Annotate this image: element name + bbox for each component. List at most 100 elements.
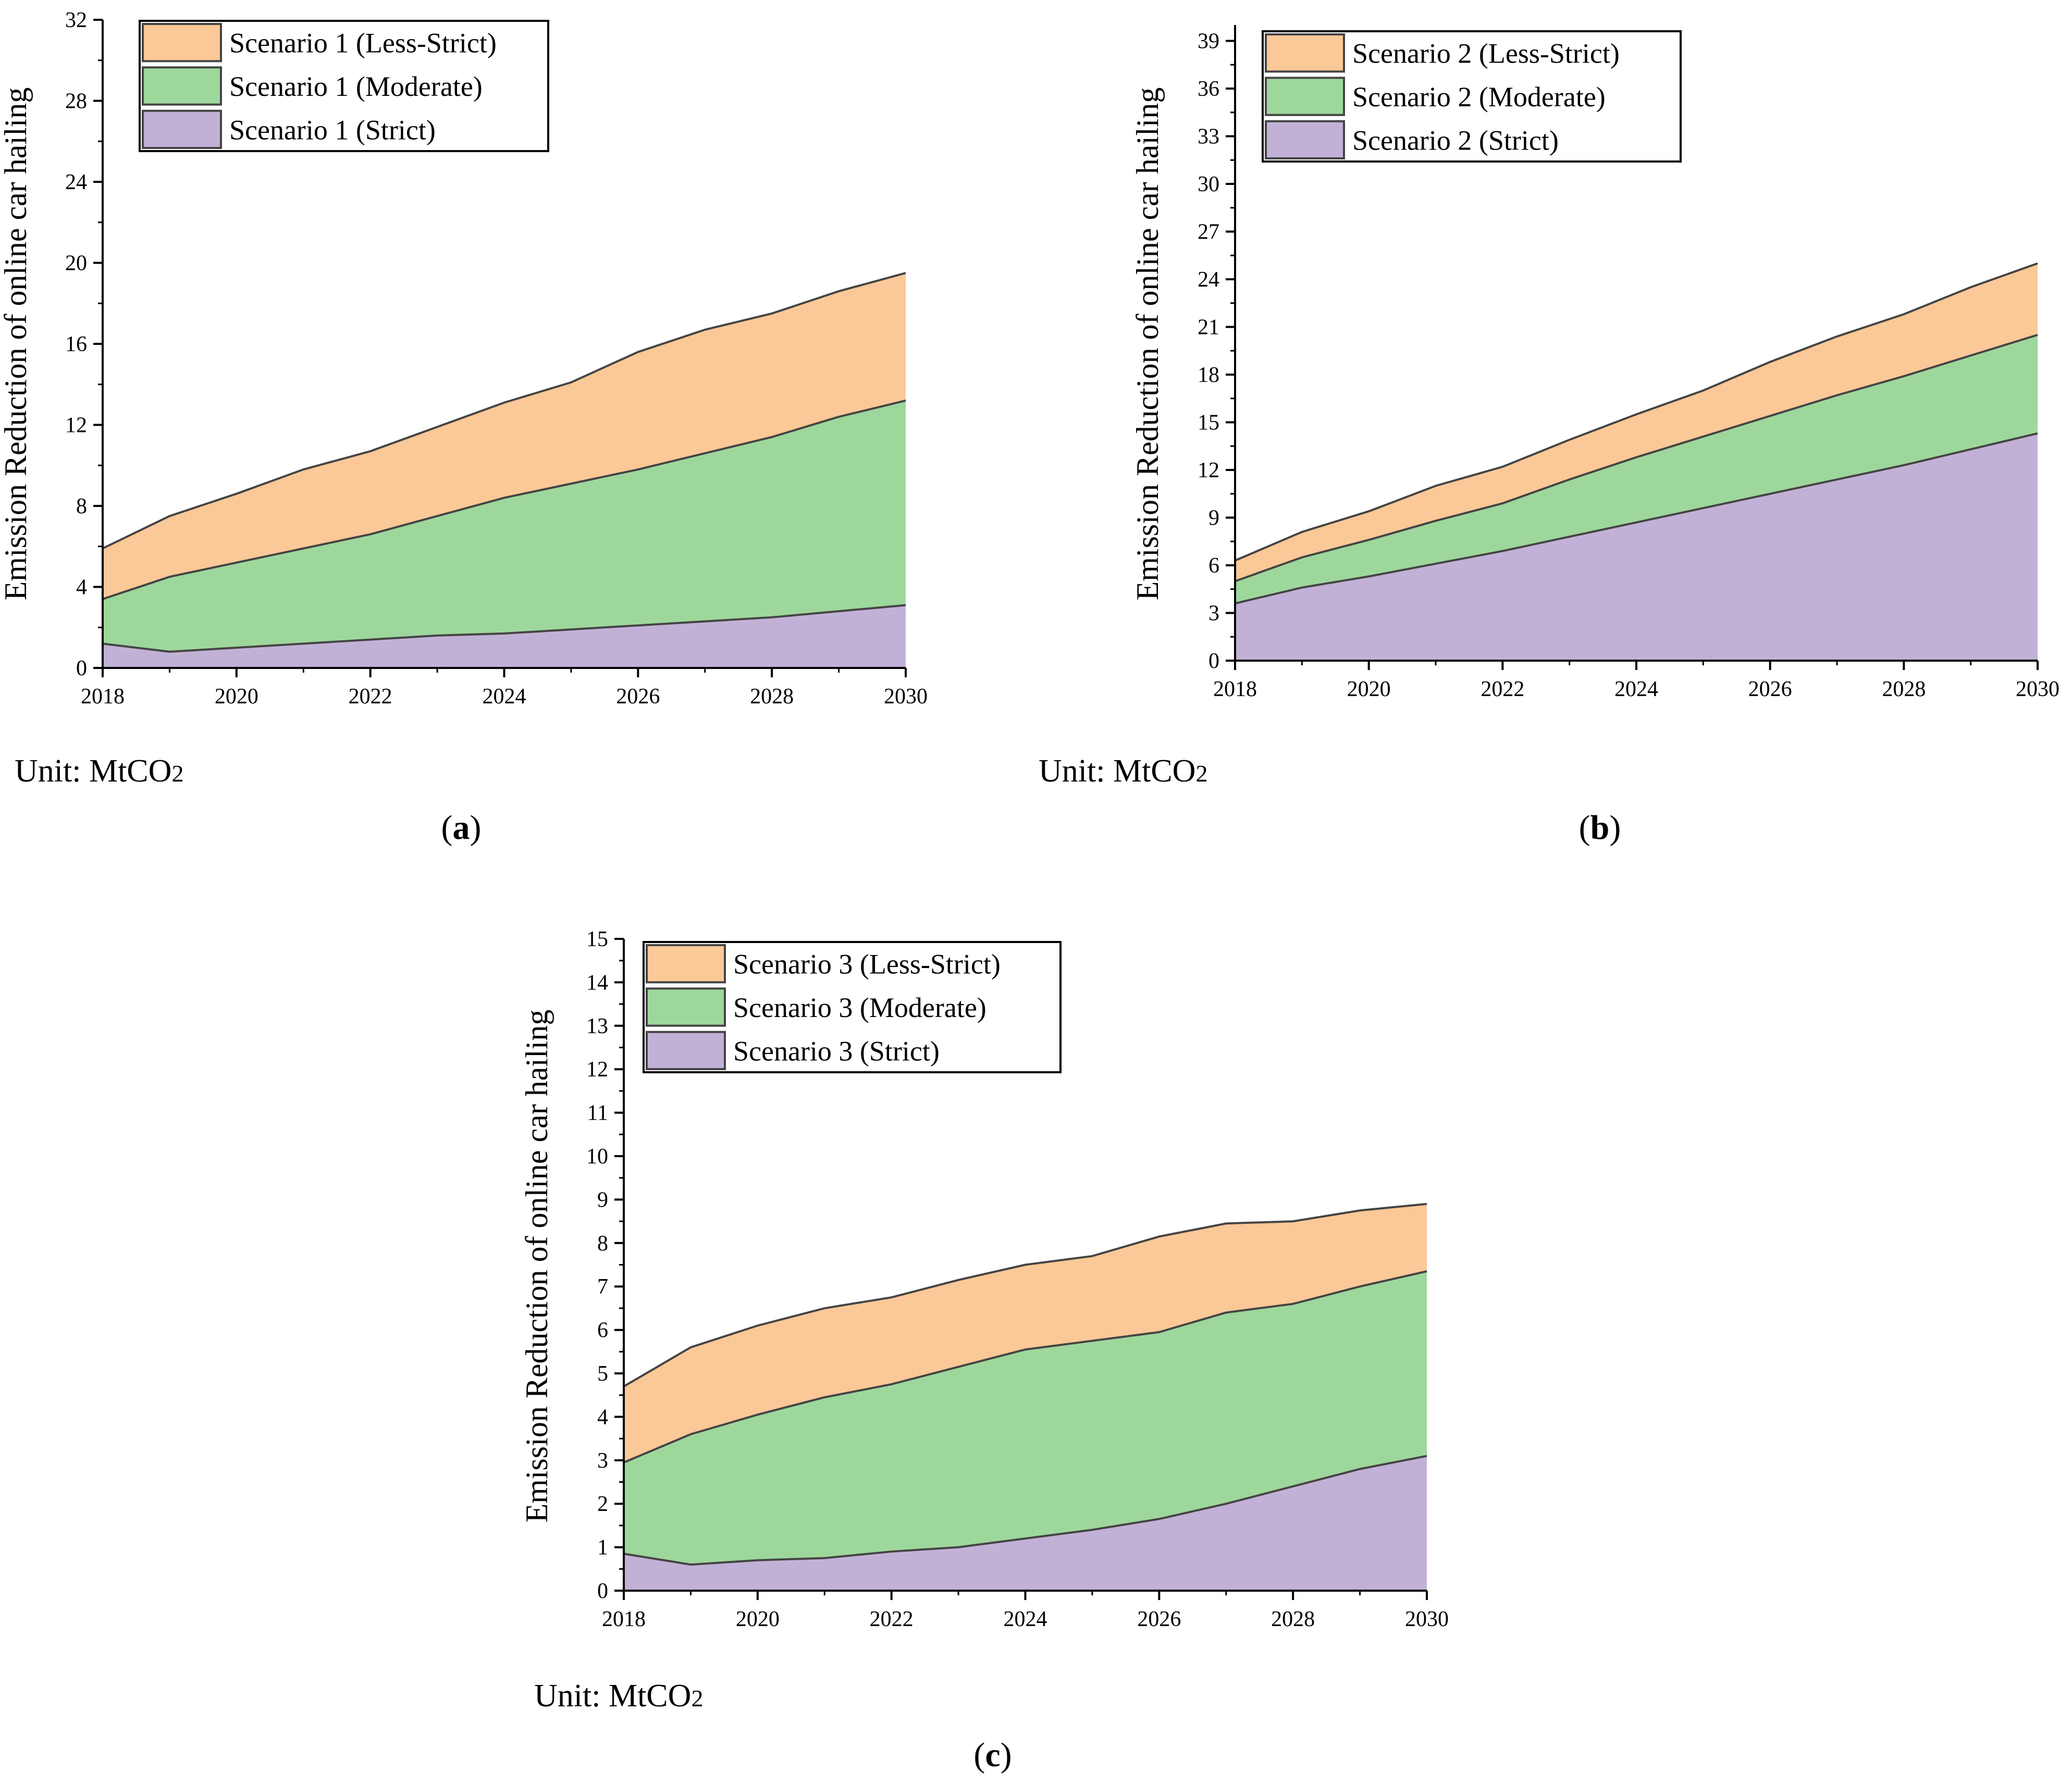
series-line-less_strict — [623, 1203, 1427, 1387]
y-tick-label: 12 — [1198, 458, 1219, 482]
area-moderate — [103, 400, 906, 668]
x-tick-label: 2030 — [2016, 677, 2059, 701]
y-tick-label: 9 — [1208, 506, 1219, 530]
y-tick-label: 8 — [76, 494, 87, 518]
legend-label-less_strict: Scenario 1 (Less-Strict) — [229, 28, 497, 59]
legend: Scenario 3 (Less-Strict) Scenario 3 (Mode… — [643, 941, 1062, 1073]
series-line-strict — [623, 1455, 1427, 1566]
unit-label: Unit: MtCO2 — [1039, 753, 1207, 789]
x-tick-label: 2028 — [750, 685, 794, 709]
x-tick-label: 2018 — [1213, 677, 1257, 701]
legend: Scenario 1 (Less-Strict) Scenario 1 (Mode… — [139, 20, 549, 152]
legend-label-strict: Scenario 3 (Strict) — [733, 1035, 940, 1067]
legend-swatch-moderate — [1265, 77, 1345, 116]
legend-label-moderate: Scenario 3 (Moderate) — [733, 992, 986, 1023]
unit-label: Unit: MtCO2 — [15, 753, 183, 789]
y-tick-label: 4 — [597, 1405, 608, 1429]
y-tick-label: 33 — [1198, 125, 1219, 149]
y-tick-label: 3 — [597, 1449, 608, 1473]
x-tick-label: 2018 — [81, 685, 125, 709]
x-tick-label: 2028 — [1882, 677, 1926, 701]
series-line-moderate — [102, 399, 906, 600]
panel-label: (a) — [441, 809, 482, 847]
legend-label-less_strict: Scenario 2 (Less-Strict) — [1352, 38, 1620, 69]
y-tick-label: 0 — [597, 1579, 608, 1603]
y-tick-label: 0 — [1208, 649, 1219, 673]
x-tick-label: 2030 — [884, 685, 928, 709]
area-strict — [1235, 433, 2038, 661]
y-tick-label: 21 — [1198, 316, 1219, 340]
y-axis-label: Emission Reduction of online car hailing — [0, 88, 33, 601]
y-tick-label: 13 — [586, 1014, 608, 1038]
y-tick-label: 24 — [65, 170, 87, 194]
panel-label: (b) — [1579, 809, 1621, 847]
y-tick-label: 28 — [65, 90, 87, 114]
y-tick-label: 14 — [586, 971, 608, 995]
y-tick-label: 3 — [1208, 602, 1219, 626]
legend-label-less_strict: Scenario 3 (Less-Strict) — [733, 949, 1001, 980]
series-line-moderate — [1235, 333, 2038, 582]
legend-label-moderate: Scenario 2 (Moderate) — [1352, 81, 1606, 113]
x-tick-label: 2020 — [215, 685, 258, 709]
y-tick-label: 5 — [597, 1362, 608, 1386]
y-tick-label: 6 — [1208, 554, 1219, 578]
x-tick-label: 2026 — [1748, 677, 1792, 701]
x-tick-label: 2022 — [349, 685, 392, 709]
y-tick-label: 36 — [1198, 77, 1219, 101]
x-tick-label: 2022 — [870, 1607, 914, 1631]
x-tick-label: 2022 — [1481, 677, 1524, 701]
x-tick-label: 2028 — [1271, 1607, 1315, 1631]
y-tick-label: 2 — [597, 1492, 608, 1516]
legend-swatch-strict — [646, 1031, 726, 1070]
x-tick-label: 2020 — [1347, 677, 1391, 701]
y-tick-label: 32 — [65, 8, 87, 32]
x-tick-label: 2026 — [616, 685, 660, 709]
y-tick-label: 18 — [1198, 363, 1219, 387]
legend-label-strict: Scenario 1 (Strict) — [229, 114, 436, 145]
y-tick-label: 9 — [597, 1188, 608, 1212]
y-tick-label: 8 — [597, 1232, 608, 1256]
y-axis-label: Emission Reduction of online car hailing — [1130, 88, 1165, 601]
legend-swatch-less_strict — [142, 23, 222, 63]
y-tick-label: 20 — [65, 252, 87, 276]
y-tick-label: 11 — [587, 1101, 608, 1125]
y-tick-label: 7 — [597, 1275, 608, 1299]
y-tick-label: 27 — [1198, 220, 1219, 244]
y-tick-label: 0 — [76, 656, 87, 680]
legend-swatch-strict — [1265, 120, 1345, 160]
y-tick-label: 12 — [586, 1058, 608, 1082]
y-tick-label: 15 — [1198, 411, 1219, 435]
legend-label-moderate: Scenario 1 (Moderate) — [229, 71, 483, 102]
y-tick-label: 15 — [586, 927, 608, 951]
y-tick-label: 24 — [1198, 268, 1219, 292]
y-tick-label: 12 — [65, 414, 87, 438]
x-tick-label: 2030 — [1405, 1607, 1449, 1631]
series-line-less_strict — [102, 272, 906, 550]
x-tick-label: 2024 — [1614, 677, 1658, 701]
y-tick-label: 16 — [65, 332, 87, 356]
series-line-strict — [102, 604, 906, 653]
x-tick-label: 2024 — [483, 685, 526, 709]
area-strict — [624, 1456, 1427, 1591]
area-strict — [103, 605, 906, 668]
x-tick-label: 2026 — [1137, 1607, 1181, 1631]
legend-swatch-moderate — [142, 66, 222, 106]
x-tick-label: 2024 — [1004, 1607, 1047, 1631]
y-tick-label: 39 — [1198, 30, 1219, 54]
y-tick-label: 10 — [586, 1145, 608, 1169]
legend: Scenario 2 (Less-Strict) Scenario 2 (Mode… — [1262, 30, 1682, 163]
x-tick-label: 2018 — [602, 1607, 646, 1631]
y-tick-label: 4 — [76, 576, 87, 600]
series-line-moderate — [623, 1270, 1427, 1464]
unit-label: Unit: MtCO2 — [534, 1678, 703, 1714]
series-line-less_strict — [1235, 262, 2038, 562]
y-tick-label: 6 — [597, 1319, 608, 1343]
series-line-strict — [1235, 432, 2038, 605]
legend-label-strict: Scenario 2 (Strict) — [1352, 125, 1559, 156]
legend-swatch-less_strict — [646, 944, 726, 984]
legend-swatch-less_strict — [1265, 33, 1345, 73]
panel-label: (c) — [973, 1736, 1012, 1774]
